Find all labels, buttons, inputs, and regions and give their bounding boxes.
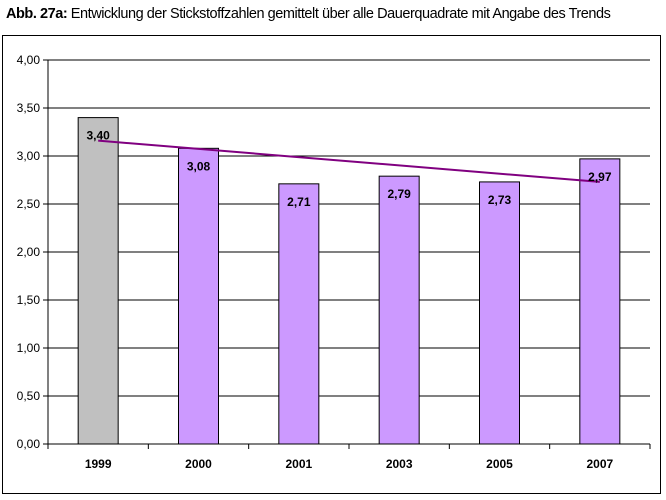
x-tick-label: 2000 bbox=[185, 457, 212, 471]
bar-2000 bbox=[178, 147, 219, 445]
bar-1999 bbox=[77, 117, 119, 445]
y-tick-label: 4,00 bbox=[17, 53, 41, 67]
data-label-2003: 2,79 bbox=[387, 187, 411, 201]
y-tick-label: 0,00 bbox=[17, 437, 41, 451]
y-tick-label: 3,00 bbox=[17, 149, 41, 163]
x-tick-label: 2007 bbox=[586, 457, 613, 471]
bars bbox=[77, 117, 621, 445]
x-tick-label: 2005 bbox=[486, 457, 513, 471]
title-text: Entwicklung der Stickstoffzahlen gemitte… bbox=[67, 6, 611, 22]
axes bbox=[47, 60, 651, 449]
bar-2003 bbox=[378, 175, 420, 445]
bar-2005 bbox=[479, 181, 520, 445]
y-tick-label: 2,50 bbox=[17, 197, 41, 211]
data-label-2001: 2,71 bbox=[287, 195, 311, 209]
data-label-2007: 2,97 bbox=[588, 170, 612, 184]
y-tick-label: 0,50 bbox=[17, 389, 41, 403]
gridlines bbox=[48, 59, 650, 445]
y-tick-label: 3,50 bbox=[17, 101, 41, 115]
x-tick-label: 2003 bbox=[386, 457, 413, 471]
data-label-2000: 3,08 bbox=[187, 159, 211, 173]
y-tick-label: 1,00 bbox=[17, 341, 41, 355]
trend-line bbox=[98, 139, 600, 183]
data-labels: 3,40 3,08 2,71 2,79 2,73 2,97 bbox=[86, 129, 611, 209]
bar-2001 bbox=[278, 183, 320, 445]
data-label-1999: 3,40 bbox=[86, 129, 110, 143]
figure-number: Abb. 27a: bbox=[6, 6, 68, 22]
y-tick-label: 2,00 bbox=[17, 245, 41, 259]
data-label-2005: 2,73 bbox=[488, 193, 512, 207]
y-tick-label: 1,50 bbox=[17, 293, 41, 307]
x-tick-label: 1999 bbox=[85, 457, 112, 471]
chart-title: Abb. 27a: Entwicklung der Stickstoffzahl… bbox=[6, 6, 662, 22]
bar-2007 bbox=[579, 158, 621, 445]
x-axis-tick-labels: 1999 2000 2001 2003 2005 2007 bbox=[85, 457, 614, 471]
y-axis-tick-labels: 0,00 0,50 1,00 1,50 2,00 2,50 3,00 3,50 4,00 bbox=[17, 53, 48, 451]
x-tick-label: 2001 bbox=[285, 457, 312, 471]
trend-line bbox=[98, 139, 600, 183]
